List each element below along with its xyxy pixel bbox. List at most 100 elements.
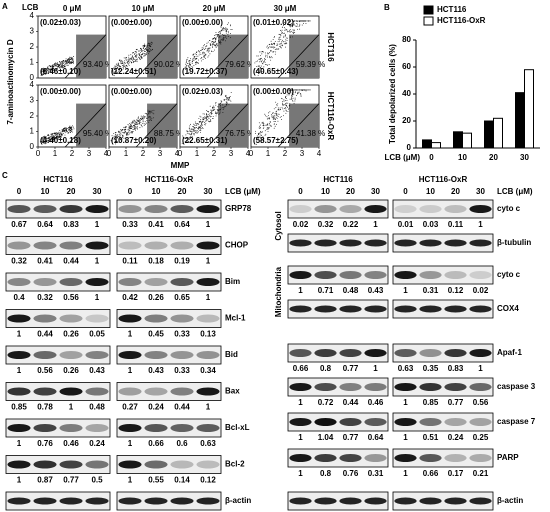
cell-dot xyxy=(182,136,184,138)
cell-dot xyxy=(52,133,54,135)
blot-band xyxy=(469,383,492,391)
band-value: 0.46 xyxy=(368,398,384,407)
cell-dot xyxy=(128,128,130,130)
cell-dot xyxy=(130,124,131,126)
cell-dot xyxy=(201,60,203,62)
band-value: 0.21 xyxy=(473,469,489,478)
cell-dot xyxy=(126,134,128,136)
cell-dot xyxy=(59,61,61,63)
cell-dot xyxy=(284,30,286,31)
cell-dot xyxy=(113,133,115,134)
cell-dot xyxy=(297,92,299,94)
cell-dot xyxy=(203,47,205,49)
cell-dot xyxy=(72,131,74,133)
cell-dot xyxy=(212,43,214,45)
cell-dot xyxy=(42,74,44,76)
band-value: 1 xyxy=(298,398,303,407)
cell-dot xyxy=(123,66,125,68)
cell-dot xyxy=(301,20,302,22)
cell-dot xyxy=(203,55,205,57)
blot-band xyxy=(7,387,31,396)
cell-dot xyxy=(225,27,227,29)
cell-dot xyxy=(212,107,214,109)
band-value: 0.25 xyxy=(473,433,489,442)
cell-dot xyxy=(124,62,126,64)
cell-dot xyxy=(53,68,55,70)
cell-dot xyxy=(305,90,307,92)
blot-band xyxy=(469,454,492,462)
bar xyxy=(524,69,534,149)
cell-dot xyxy=(297,28,298,30)
cell-dot xyxy=(141,53,143,55)
cell-dot xyxy=(290,89,292,91)
lane-label: 30 xyxy=(476,187,485,196)
cell-dot xyxy=(210,113,212,115)
cell-dot xyxy=(125,65,127,66)
cell-dot xyxy=(223,99,225,100)
cell-dot xyxy=(215,112,216,114)
cell-dot xyxy=(261,131,263,133)
cell-dot xyxy=(199,129,201,131)
cell-dot xyxy=(217,35,219,37)
cell-dot xyxy=(39,141,41,143)
cell-dot xyxy=(42,136,44,138)
cell-dot xyxy=(206,48,208,50)
cell-dot xyxy=(42,142,44,144)
cell-dot xyxy=(54,133,56,135)
cell-dot xyxy=(71,61,73,62)
cell-dot xyxy=(50,138,52,140)
cell-dot xyxy=(266,118,268,120)
cell-dot xyxy=(62,65,64,67)
cell-dot xyxy=(46,67,48,68)
cell-dot xyxy=(210,109,212,111)
cell-dot xyxy=(51,137,53,139)
cell-dot xyxy=(188,127,190,129)
band-value: 1 xyxy=(298,286,303,295)
cell-dot xyxy=(284,28,286,30)
cell-dot xyxy=(219,40,221,42)
cell-dot xyxy=(264,113,266,115)
x-tick-label: 3 xyxy=(87,149,92,158)
cell-dot xyxy=(227,22,229,24)
cell-dot xyxy=(227,30,229,32)
x-tick-label: 3 xyxy=(300,149,305,158)
cell-dot xyxy=(293,24,295,26)
band-value: 1 xyxy=(128,330,133,339)
cell-dot xyxy=(284,32,286,34)
cell-dot xyxy=(267,48,269,50)
blot-band xyxy=(59,314,83,323)
band-value: 1 xyxy=(95,220,100,229)
cell-dot xyxy=(47,137,49,139)
cell-dot xyxy=(273,47,275,49)
cell-dot xyxy=(207,114,209,116)
cell-dot xyxy=(124,67,126,69)
cell-dot xyxy=(115,70,117,72)
blot-band xyxy=(444,383,467,391)
cell-dot xyxy=(62,61,64,63)
cell-dot xyxy=(149,119,151,121)
cell-dot xyxy=(259,55,261,57)
bar xyxy=(515,92,525,149)
cell-dot xyxy=(133,119,135,121)
cell-dot xyxy=(292,92,294,94)
cell-dot xyxy=(211,44,213,46)
cell-dot xyxy=(132,125,134,127)
band-value: 0.01 xyxy=(398,220,414,229)
cell-dot xyxy=(272,117,274,118)
cell-dot xyxy=(294,32,296,33)
cell-dot xyxy=(289,92,291,94)
blot-band xyxy=(196,314,220,323)
cell-dot xyxy=(211,110,213,112)
cell-dot xyxy=(196,122,198,124)
cell-dot xyxy=(63,66,65,68)
cell-dot xyxy=(64,62,66,64)
cell-dot xyxy=(70,58,72,60)
cell-dot xyxy=(216,36,218,38)
cell-dot xyxy=(290,30,292,32)
loading-band xyxy=(289,239,312,247)
cell-dot xyxy=(279,46,281,47)
y-tick-label: 4 xyxy=(30,11,35,20)
cell-dot xyxy=(278,48,280,50)
cell-dot xyxy=(122,65,124,67)
cell-dot xyxy=(204,124,206,126)
